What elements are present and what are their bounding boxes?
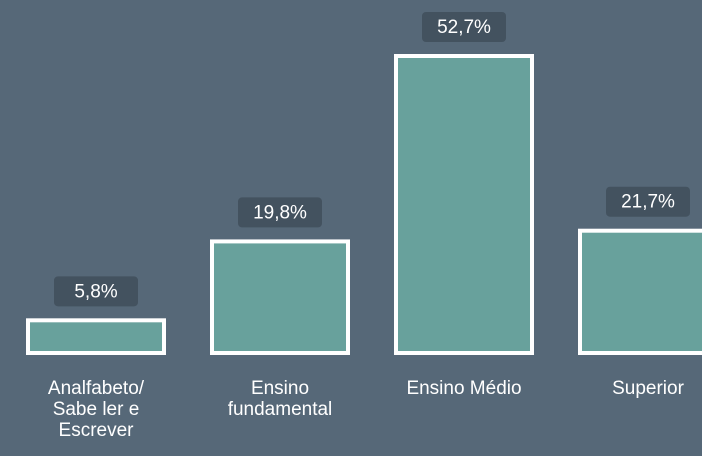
data-label-ensino-fundamental: 19,8% bbox=[253, 202, 307, 223]
data-label-analfabeto-sabe-ler-e-escrever: 5,8% bbox=[74, 281, 117, 302]
category-label-ensino-medio: Ensino Médio bbox=[406, 378, 522, 399]
bar-analfabeto-sabe-ler-e-escrever bbox=[26, 318, 166, 355]
category-label-superior: Superior bbox=[612, 378, 684, 399]
data-label-ensino-medio: 52,7% bbox=[437, 17, 491, 38]
data-label-box-analfabeto-sabe-ler-e-escrever bbox=[54, 276, 138, 307]
data-label-box-ensino-fundamental bbox=[238, 197, 322, 228]
data-label-superior: 21,7% bbox=[621, 192, 675, 213]
data-label-box-superior bbox=[606, 186, 690, 217]
bar-superior bbox=[578, 228, 702, 356]
category-label-analfabeto-sabe-ler-e-escrever: Analfabeto/ Sabe ler e Escrever bbox=[47, 378, 145, 441]
bar-ensino-fundamental bbox=[210, 239, 350, 355]
category-label-ensino-fundamental: Ensino fundamental bbox=[227, 378, 333, 420]
bar-ensino-medio bbox=[394, 54, 534, 355]
data-label-box-ensino-medio bbox=[422, 12, 506, 42]
